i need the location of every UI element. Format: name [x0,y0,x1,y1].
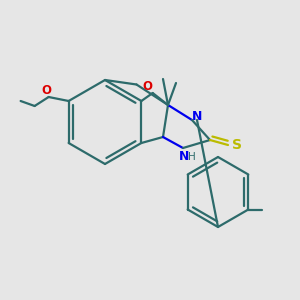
Text: O: O [42,83,52,97]
Text: O: O [143,80,153,92]
Text: N: N [179,151,189,164]
Text: S: S [232,138,242,152]
Text: H: H [188,152,196,162]
Text: N: N [192,110,202,124]
